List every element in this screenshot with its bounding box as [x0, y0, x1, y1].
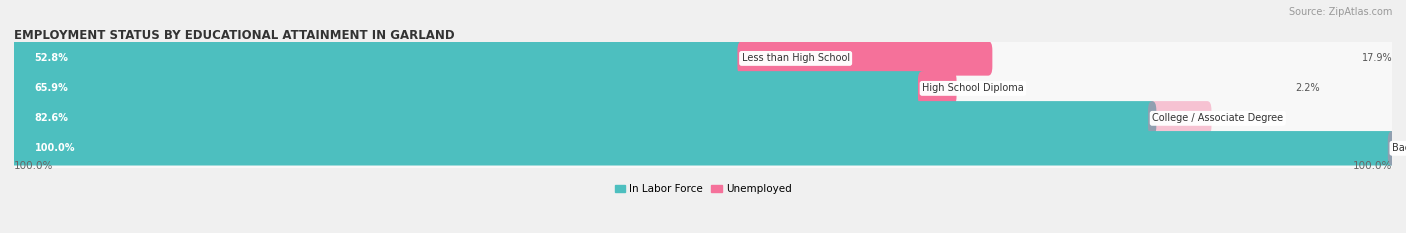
FancyBboxPatch shape [738, 41, 993, 76]
Text: 100.0%: 100.0% [35, 143, 76, 153]
Text: Less than High School: Less than High School [741, 53, 849, 63]
Text: EMPLOYMENT STATUS BY EDUCATIONAL ATTAINMENT IN GARLAND: EMPLOYMENT STATUS BY EDUCATIONAL ATTAINM… [14, 29, 454, 42]
Text: 100.0%: 100.0% [1353, 161, 1392, 171]
Legend: In Labor Force, Unemployed: In Labor Force, Unemployed [614, 184, 792, 194]
FancyBboxPatch shape [10, 41, 745, 76]
FancyBboxPatch shape [10, 101, 1156, 136]
FancyBboxPatch shape [0, 121, 1406, 175]
Text: 100.0%: 100.0% [14, 161, 53, 171]
FancyBboxPatch shape [1388, 131, 1406, 165]
FancyBboxPatch shape [1149, 101, 1212, 136]
Text: Bachelor's Degree or higher: Bachelor's Degree or higher [1392, 143, 1406, 153]
Text: 82.6%: 82.6% [35, 113, 69, 123]
FancyBboxPatch shape [0, 61, 1406, 116]
Text: 65.9%: 65.9% [35, 83, 69, 93]
FancyBboxPatch shape [0, 31, 1406, 86]
FancyBboxPatch shape [10, 71, 927, 106]
Text: College / Associate Degree: College / Associate Degree [1152, 113, 1284, 123]
Text: 17.9%: 17.9% [1361, 53, 1392, 63]
FancyBboxPatch shape [918, 71, 956, 106]
Text: High School Diploma: High School Diploma [922, 83, 1024, 93]
FancyBboxPatch shape [0, 91, 1406, 146]
FancyBboxPatch shape [10, 131, 1396, 165]
Text: 52.8%: 52.8% [35, 53, 69, 63]
Text: 2.2%: 2.2% [1295, 83, 1320, 93]
Text: Source: ZipAtlas.com: Source: ZipAtlas.com [1288, 7, 1392, 17]
